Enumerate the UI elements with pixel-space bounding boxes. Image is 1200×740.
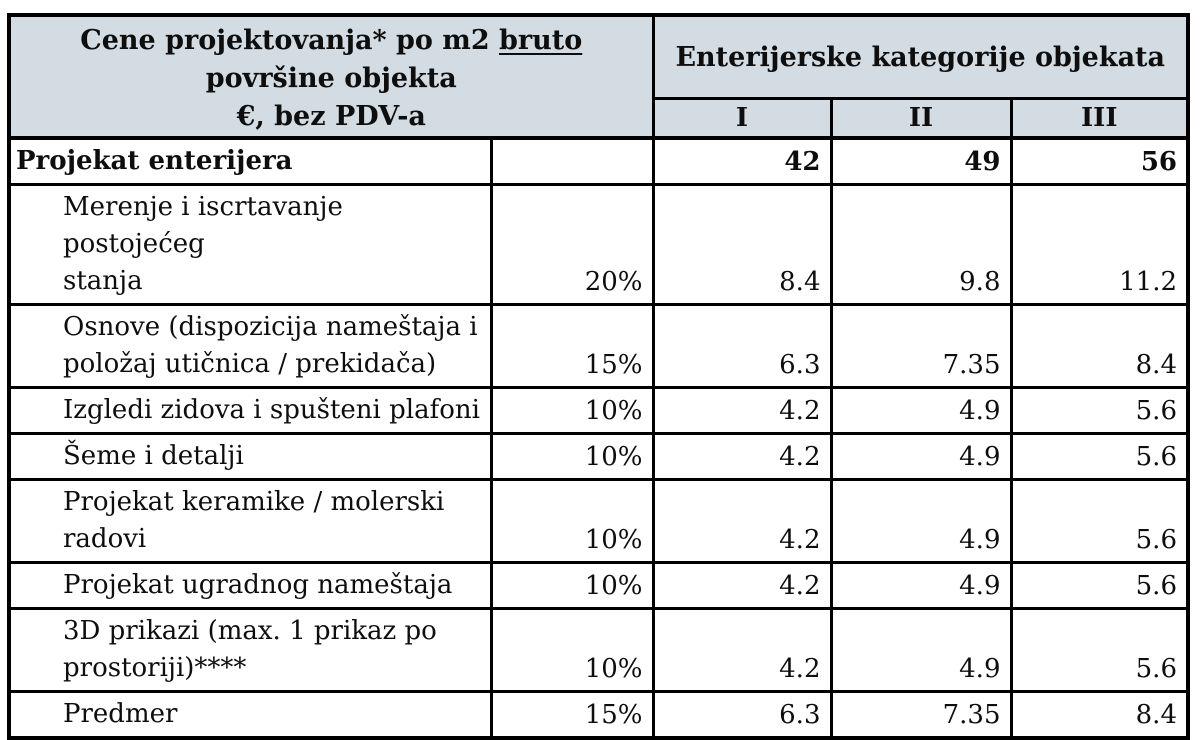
row-value-I: 6.3 bbox=[651, 690, 833, 740]
row-label: Projekat ugradnog nameštaja bbox=[7, 561, 493, 610]
row-label: 3D prikazi (max. 1 prikaz po prostoriji)… bbox=[7, 607, 493, 693]
table-row: Predmer 15% 6.3 7.35 8.4 bbox=[7, 690, 1190, 740]
table-header: Cene projektovanja* po m2 bruto površine… bbox=[7, 13, 1190, 140]
row-value-III: 5.6 bbox=[1009, 478, 1190, 564]
row-value-II: 4.9 bbox=[829, 386, 1013, 435]
table-row: Projekat enterijera 42 49 56 bbox=[7, 136, 1190, 186]
row-value-I: 4.2 bbox=[651, 561, 833, 610]
row-value-II: 7.35 bbox=[829, 303, 1013, 389]
header-left-line1: Cene projektovanja* po m2 bruto bbox=[80, 25, 583, 56]
row-percent bbox=[489, 136, 655, 186]
row-percent: 15% bbox=[489, 303, 655, 389]
row-label: Projekat keramike / molerski radovi bbox=[7, 478, 493, 564]
table-row: Merenje i iscrtavanje postojećeg stanja … bbox=[7, 183, 1190, 306]
row-value-I: 4.2 bbox=[651, 478, 833, 564]
row-value-II: 4.9 bbox=[829, 432, 1013, 481]
row-value-I: 8.4 bbox=[651, 183, 833, 306]
table-row: Projekat keramike / molerski radovi 10% … bbox=[7, 478, 1190, 564]
table-row: Šeme i detalji 10% 4.2 4.9 5.6 bbox=[7, 432, 1190, 481]
row-value-I: 42 bbox=[651, 136, 833, 186]
row-label: Izgledi zidova i spušteni plafoni bbox=[7, 386, 493, 435]
row-value-II: 4.9 bbox=[829, 607, 1013, 693]
row-value-I: 4.2 bbox=[651, 607, 833, 693]
row-value-II: 4.9 bbox=[829, 478, 1013, 564]
row-percent: 20% bbox=[489, 183, 655, 306]
table-row: Osnove (dispozicija nameštaja i položaj … bbox=[7, 303, 1190, 389]
row-value-III: 5.6 bbox=[1009, 607, 1190, 693]
table-body: Projekat enterijera 42 49 56 Merenje i i… bbox=[7, 136, 1190, 740]
row-percent: 10% bbox=[489, 432, 655, 481]
row-percent: 10% bbox=[489, 561, 655, 610]
header-category-II: II bbox=[829, 97, 1013, 140]
row-label: Šeme i detalji bbox=[7, 432, 493, 481]
row-value-I: 4.2 bbox=[651, 432, 833, 481]
table-row: Izgledi zidova i spušteni plafoni 10% 4.… bbox=[7, 386, 1190, 435]
table-row: 3D prikazi (max. 1 prikaz po prostoriji)… bbox=[7, 607, 1190, 693]
row-label: Merenje i iscrtavanje postojećeg stanja bbox=[7, 183, 493, 306]
row-value-III: 11.2 bbox=[1009, 183, 1190, 306]
row-label: Projekat enterijera bbox=[7, 136, 493, 186]
header-row-main: Cene projektovanja* po m2 bruto površine… bbox=[7, 13, 1190, 140]
row-value-III: 8.4 bbox=[1009, 690, 1190, 740]
row-value-II: 4.9 bbox=[829, 561, 1013, 610]
row-value-III: 5.6 bbox=[1009, 561, 1190, 610]
header-categories-title: Enterijerske kategorije objekata bbox=[651, 13, 1190, 101]
header-left-line3: €, bez PDV-a bbox=[236, 101, 426, 132]
row-value-III: 5.6 bbox=[1009, 432, 1190, 481]
row-value-III: 8.4 bbox=[1009, 303, 1190, 389]
row-percent: 10% bbox=[489, 386, 655, 435]
row-percent: 10% bbox=[489, 478, 655, 564]
row-value-II: 9.8 bbox=[829, 183, 1013, 306]
row-value-II: 49 bbox=[829, 136, 1013, 186]
header-row-sub: I II III bbox=[9, 97, 1190, 140]
header-category-I: I bbox=[651, 97, 833, 140]
header-category-III: III bbox=[1009, 97, 1190, 140]
row-value-II: 7.35 bbox=[829, 690, 1013, 740]
row-value-III: 56 bbox=[1009, 136, 1190, 186]
underlined-word: bruto bbox=[499, 25, 583, 56]
header-left-title: Cene projektovanja* po m2 bruto površine… bbox=[7, 13, 655, 140]
row-label: Osnove (dispozicija nameštaja i položaj … bbox=[7, 303, 493, 389]
table-row: Projekat ugradnog nameštaja 10% 4.2 4.9 … bbox=[7, 561, 1190, 610]
row-percent: 15% bbox=[489, 690, 655, 740]
row-label: Predmer bbox=[7, 690, 493, 740]
row-value-I: 6.3 bbox=[651, 303, 833, 389]
row-value-III: 5.6 bbox=[1009, 386, 1190, 435]
pricing-table: Cene projektovanja* po m2 bruto površine… bbox=[7, 13, 1190, 740]
row-value-I: 4.2 bbox=[651, 386, 833, 435]
header-left-line2: površine objekta bbox=[205, 63, 457, 94]
row-percent: 10% bbox=[489, 607, 655, 693]
